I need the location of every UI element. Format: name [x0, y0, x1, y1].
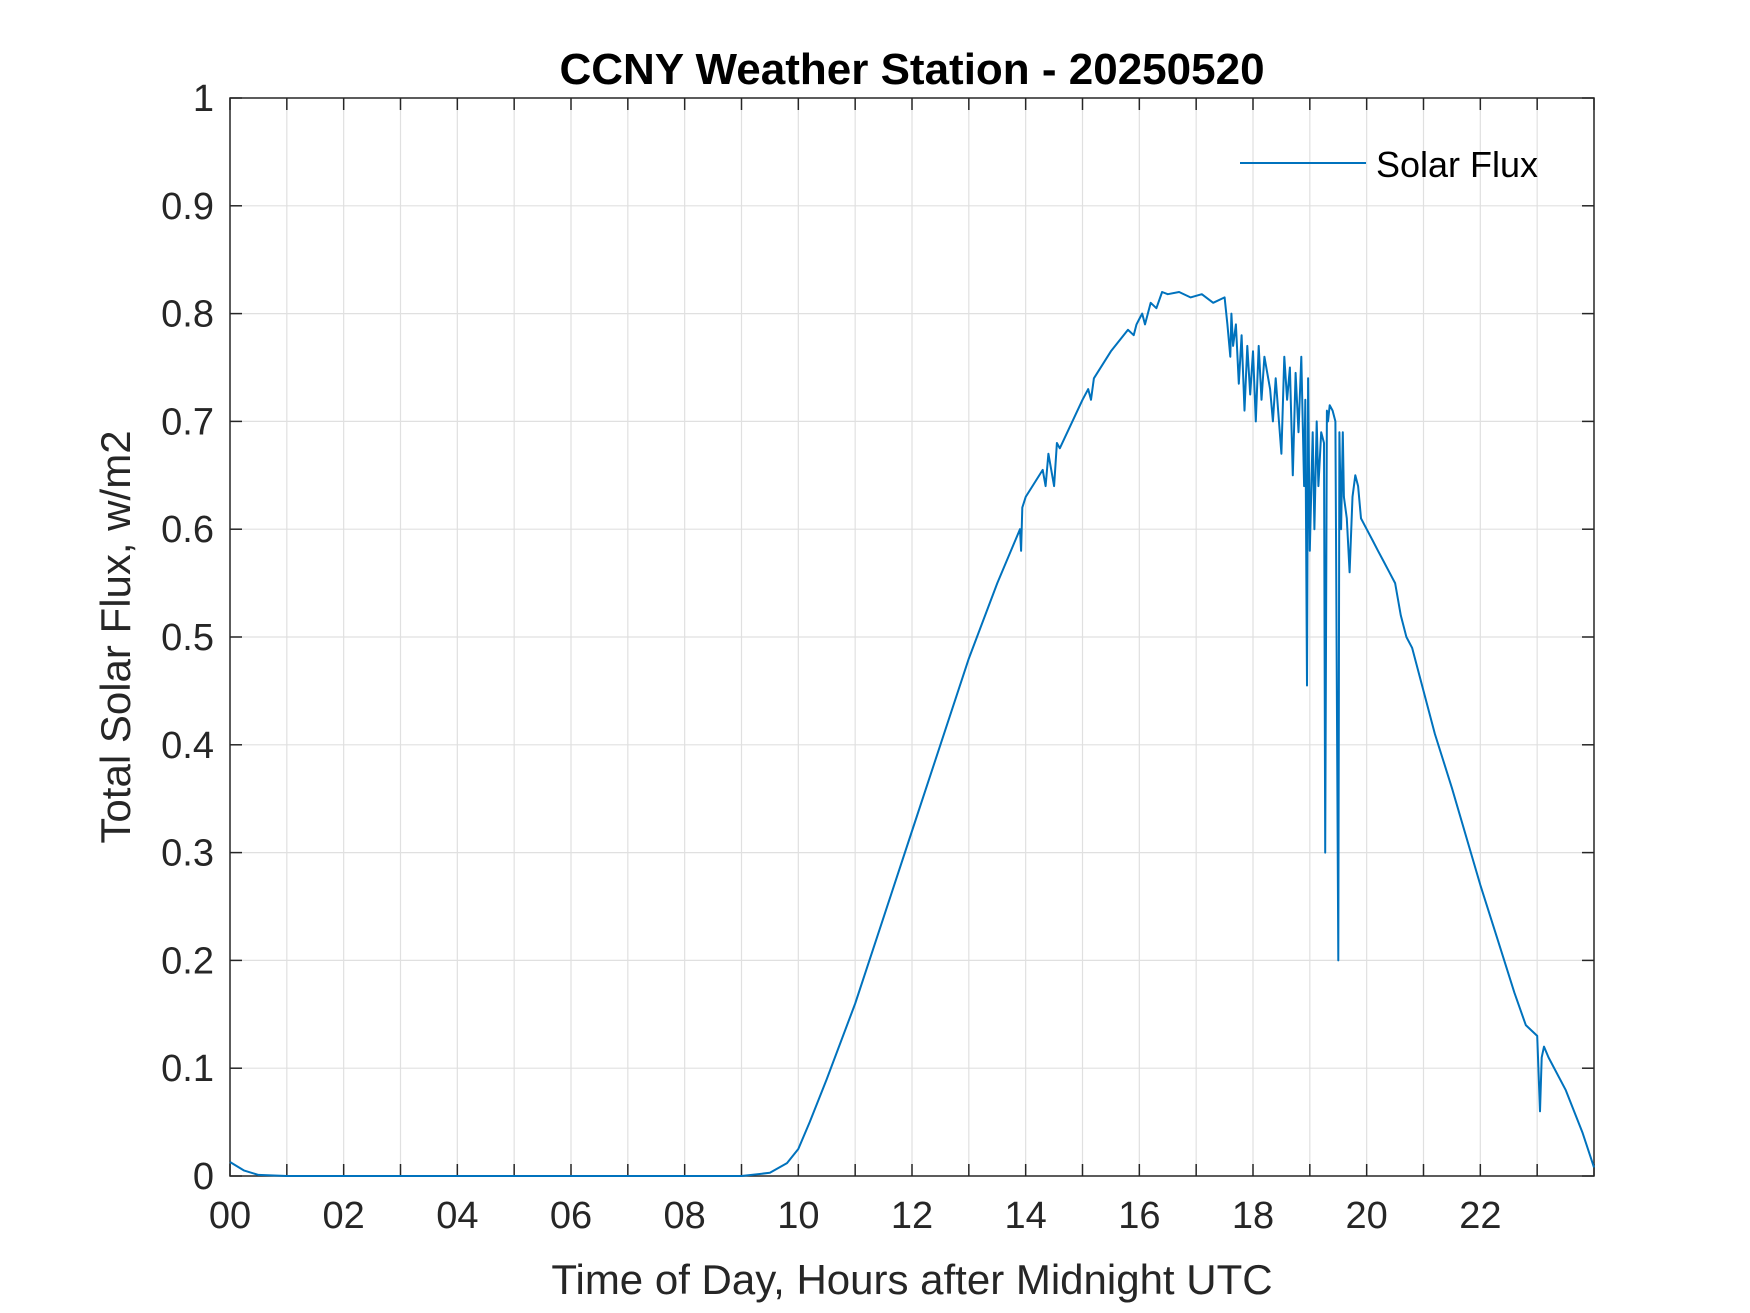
- x-tick-label: 20: [1346, 1195, 1388, 1237]
- x-tick-label: 08: [664, 1195, 706, 1237]
- x-tick-label: 02: [323, 1195, 365, 1237]
- y-tick-label: 1: [193, 78, 214, 120]
- x-tick-label: 10: [777, 1195, 819, 1237]
- y-tick-label: 0.7: [161, 401, 214, 443]
- x-tick-labels: 00 02 04 06 08 10 12 14 16 18 20 22: [209, 1195, 1502, 1237]
- x-tick-label: 00: [209, 1195, 251, 1237]
- y-tick-label: 0.2: [161, 940, 214, 982]
- x-tick-label: 06: [550, 1195, 592, 1237]
- chart-title: CCNY Weather Station - 20250520: [559, 45, 1264, 94]
- x-axis-label: Time of Day, Hours after Midnight UTC: [551, 1256, 1272, 1303]
- x-tick-label: 22: [1459, 1195, 1501, 1237]
- y-axis-label: Total Solar Flux, w/m2: [92, 430, 139, 843]
- legend: Solar Flux: [1240, 144, 1538, 185]
- x-tick-label: 04: [436, 1195, 478, 1237]
- y-tick-label: 0.1: [161, 1048, 214, 1090]
- y-tick-label: 0.4: [161, 725, 214, 767]
- x-tick-label: 16: [1118, 1195, 1160, 1237]
- x-tick-label: 12: [891, 1195, 933, 1237]
- x-tick-label: 18: [1232, 1195, 1274, 1237]
- y-tick-label: 0.5: [161, 617, 214, 659]
- series-line-solar-flux: [229, 291, 1595, 1177]
- y-tick-label: 0.6: [161, 509, 214, 551]
- x-tick-label: 14: [1005, 1195, 1047, 1237]
- legend-label-solar-flux: Solar Flux: [1376, 144, 1538, 185]
- axis-ticks: [229, 97, 1595, 1177]
- y-tick-label: 0.9: [161, 186, 214, 228]
- y-tick-label: 0.3: [161, 833, 214, 875]
- y-tick-label: 0: [193, 1156, 214, 1198]
- y-tick-label: 0.8: [161, 294, 214, 336]
- y-tick-labels: 0 0.1 0.2 0.3 0.4 0.5 0.6 0.7 0.8 0.9 1: [161, 78, 214, 1198]
